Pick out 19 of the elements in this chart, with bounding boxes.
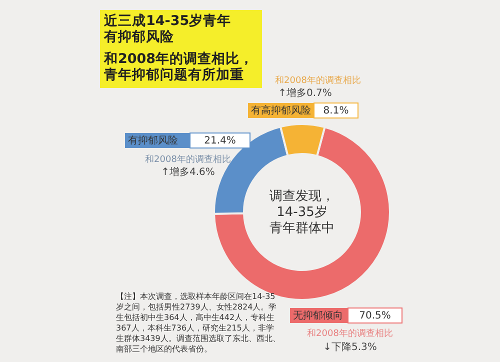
text: ↑增多4.6% <box>161 166 215 178</box>
text: 有抑郁风险 <box>103 29 175 45</box>
text: 14-35岁 <box>276 205 328 220</box>
slice-label: 有抑郁风险 <box>128 134 178 146</box>
text: ↑增多0.7% <box>278 87 332 99</box>
text: 青年群体中 <box>270 221 334 236</box>
text: 调查发现， <box>270 189 334 204</box>
slice-label: 有高抑郁风险 <box>251 104 311 116</box>
text: 【注】本次调查，选取样本年龄区间在14-35岁之间，包括男性2739人、女性2824人。学生包括初中生364人，高中生442人，专科生367人，本科生736人，研究生215人，非学生群体3439人。调查范围选取了东北、西北、南部三个地区的代表省份。 <box>116 292 280 354</box>
data-label: 70.5% <box>359 310 391 322</box>
text: 和2008年的调查相比 <box>307 328 393 339</box>
chart-title: 近三成14-35岁青年 <box>103 13 232 29</box>
text: 和2008年的调查相比 <box>145 154 231 165</box>
text: 和2008年的调查相比 <box>275 75 361 86</box>
data-label: 8.1% <box>323 106 349 116</box>
slice-label: 无抑郁倾向 <box>293 310 343 322</box>
data-label: 21.4% <box>204 136 236 146</box>
chart-subtitle: 和2008年的调查相比，青年抑郁问题有所加重 <box>103 51 254 83</box>
text: ↓下降5.3% <box>323 341 377 353</box>
